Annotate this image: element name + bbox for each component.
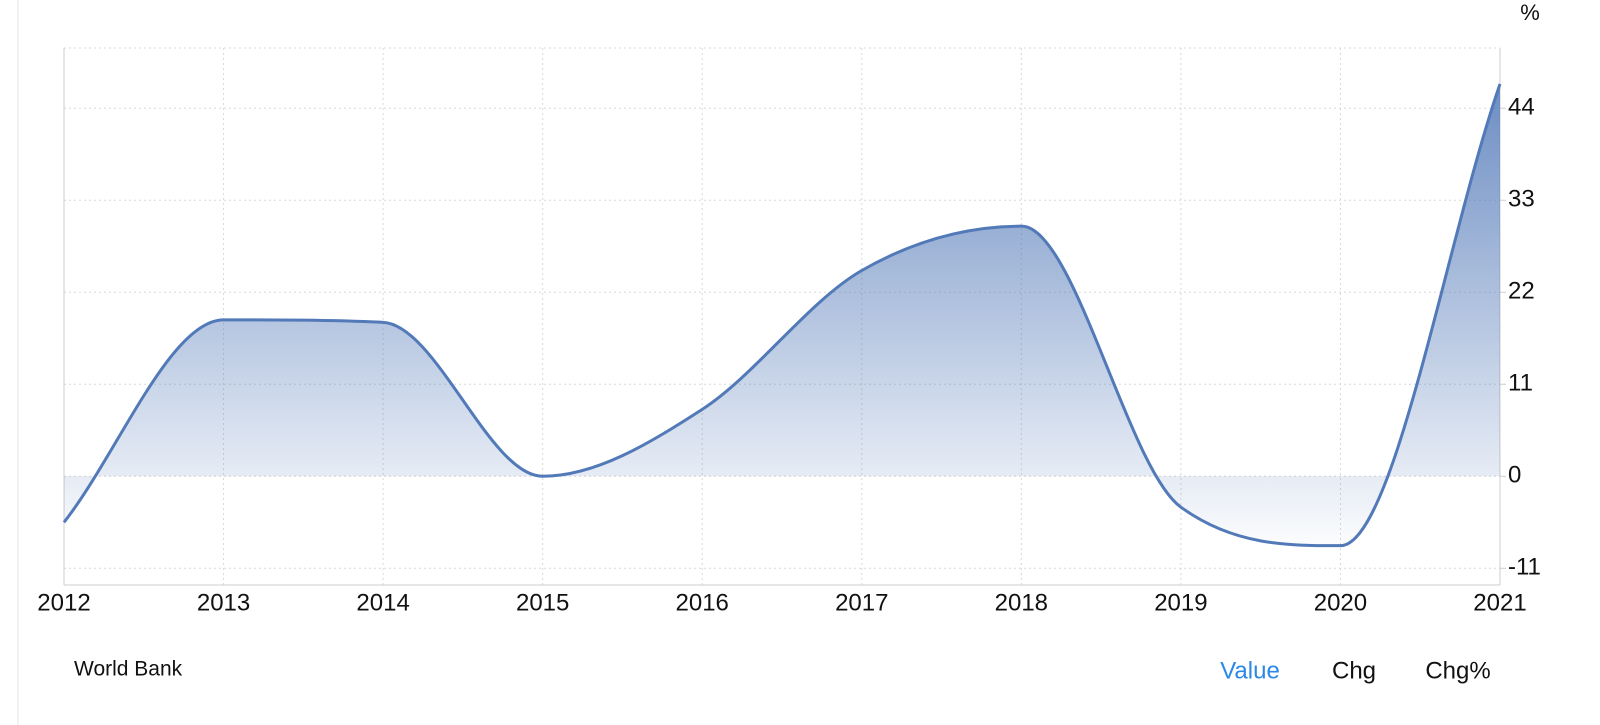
y-tick-label: -11: [1508, 554, 1541, 581]
line: [62, 83, 1502, 548]
y-tick-label: 33: [1508, 186, 1535, 213]
x-tick-label: 2019: [1154, 589, 1207, 616]
x-tick-label: 2017: [835, 589, 888, 616]
source: World Bank: [74, 658, 183, 681]
y-tick-label: 11: [1508, 370, 1533, 397]
x-tick-label: 2020: [1314, 589, 1367, 616]
y-tick-label: 0: [1508, 462, 1521, 489]
x-tick-label: 2016: [676, 589, 729, 616]
x-tick-label: 2018: [995, 589, 1048, 616]
x-tick-label: 2014: [356, 589, 409, 616]
x-tick-label: 2012: [37, 589, 90, 616]
y-tick-label: 44: [1508, 94, 1535, 121]
x-tick-label: 2013: [197, 589, 250, 616]
tab-value[interactable]: Value: [1220, 657, 1280, 684]
area-fill: [64, 83, 1500, 546]
y-tick-label: 22: [1508, 278, 1535, 305]
unit-label: %: [1520, 0, 1540, 25]
x-tick-label: 2021: [1473, 589, 1526, 616]
x-tick-label: 2015: [516, 589, 569, 616]
tab-chg[interactable]: Chg: [1332, 657, 1376, 684]
tab-chg-pct[interactable]: Chg%: [1425, 657, 1490, 684]
